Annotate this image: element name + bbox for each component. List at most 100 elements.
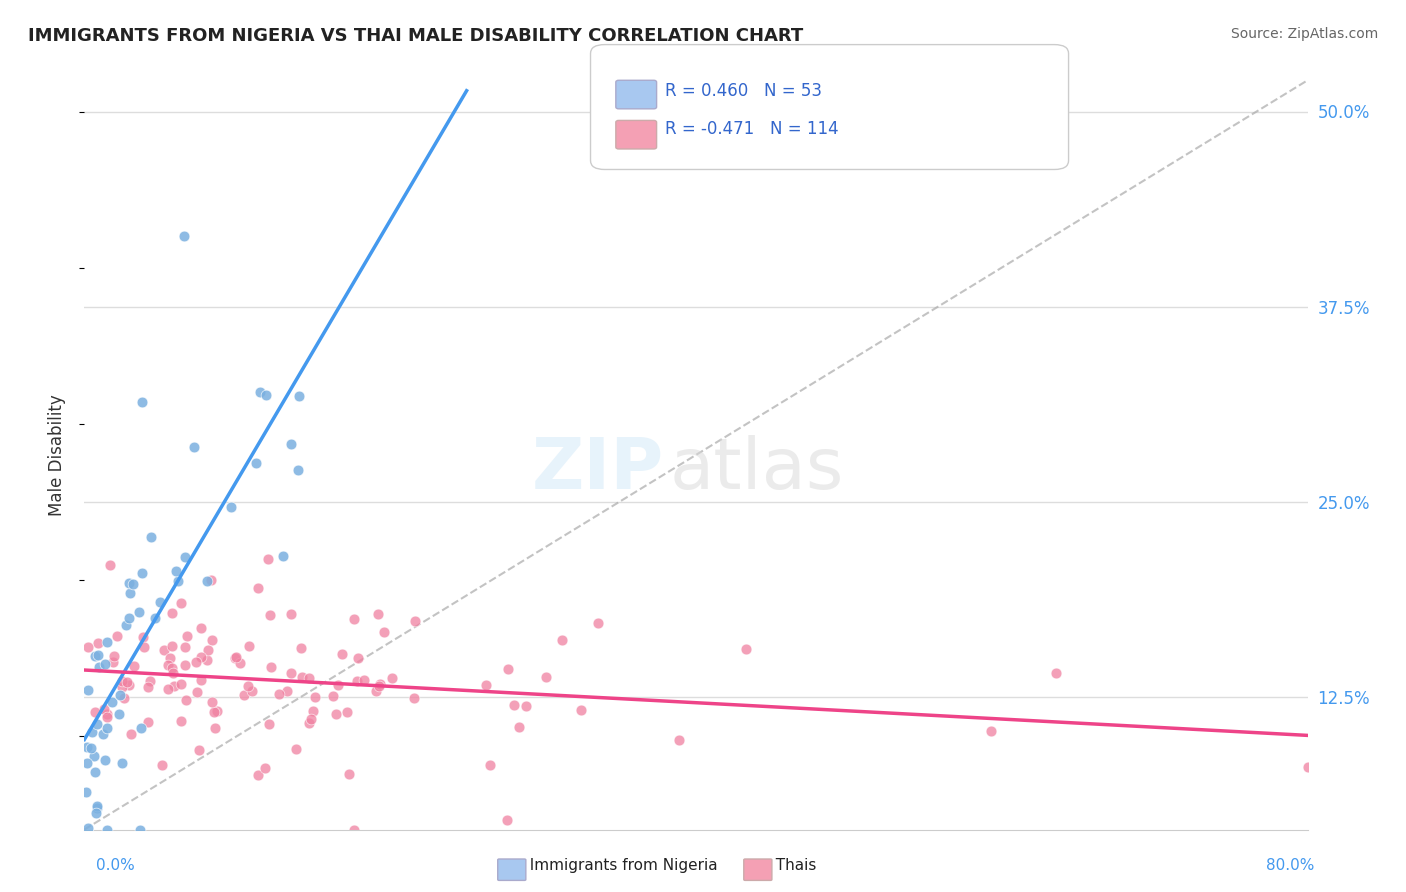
Immigrants from Nigeria	[84, 806, 107, 821]
Text: R = -0.471   N = 114: R = -0.471 N = 114	[665, 120, 838, 138]
Thais	[112, 690, 135, 705]
Immigrants from Nigeria	[96, 822, 118, 837]
Immigrants from Nigeria	[131, 394, 153, 409]
Thais	[202, 705, 225, 719]
Immigrants from Nigeria	[96, 721, 118, 735]
Immigrants from Nigeria	[271, 549, 294, 564]
Thais	[111, 680, 134, 694]
Thais	[980, 724, 1002, 739]
Thais	[280, 607, 302, 621]
Immigrants from Nigeria	[195, 574, 218, 589]
Thais	[105, 629, 128, 643]
Thais	[132, 640, 155, 654]
Immigrants from Nigeria	[86, 801, 108, 815]
Thais	[139, 673, 162, 688]
Thais	[190, 649, 212, 664]
Thais	[120, 726, 142, 740]
Thais	[1045, 665, 1067, 680]
Thais	[190, 621, 212, 635]
Thais	[195, 653, 218, 667]
Thais	[337, 767, 360, 781]
Immigrants from Nigeria	[87, 648, 110, 662]
Text: Immigrants from Nigeria: Immigrants from Nigeria	[520, 858, 718, 872]
Thais	[242, 683, 264, 698]
Thais	[197, 643, 219, 657]
Thais	[285, 742, 308, 756]
Thais	[224, 651, 246, 665]
Immigrants from Nigeria	[121, 576, 143, 591]
Thais	[247, 581, 270, 595]
Thais	[496, 813, 519, 827]
Thais	[238, 639, 260, 653]
Thais	[136, 680, 159, 694]
Thais	[328, 678, 350, 692]
Immigrants from Nigeria	[75, 785, 97, 799]
Thais	[156, 682, 179, 697]
Text: 0.0%: 0.0%	[96, 858, 135, 872]
Immigrants from Nigeria	[129, 822, 152, 837]
Thais	[225, 649, 247, 664]
Immigrants from Nigeria	[82, 725, 104, 739]
Thais	[343, 612, 366, 626]
Thais	[515, 699, 537, 714]
Thais	[346, 651, 368, 665]
Thais	[343, 822, 366, 837]
Thais	[257, 552, 280, 566]
Thais	[201, 695, 224, 709]
Thais	[503, 698, 526, 712]
Immigrants from Nigeria	[280, 436, 302, 450]
Thais	[174, 692, 197, 706]
Immigrants from Nigeria	[254, 388, 277, 402]
Thais	[138, 715, 160, 730]
Immigrants from Nigeria	[86, 717, 108, 731]
Thais	[83, 706, 105, 720]
Thais	[290, 641, 312, 656]
Immigrants from Nigeria	[287, 389, 309, 403]
Immigrants from Nigeria	[110, 756, 132, 771]
Thais	[508, 720, 530, 734]
Immigrants from Nigeria	[173, 229, 195, 244]
Thais	[380, 671, 402, 685]
Immigrants from Nigeria	[87, 660, 110, 674]
Immigrants from Nigeria	[96, 635, 118, 649]
Thais	[200, 573, 222, 587]
Immigrants from Nigeria	[83, 648, 105, 663]
Immigrants from Nigeria	[91, 727, 114, 741]
Thais	[117, 675, 139, 690]
Thais	[187, 743, 209, 757]
Thais	[170, 596, 193, 610]
Immigrants from Nigeria	[108, 707, 131, 722]
Immigrants from Nigeria	[129, 721, 152, 735]
Thais	[103, 649, 125, 664]
Thais	[1296, 760, 1319, 774]
Thais	[173, 640, 195, 654]
Text: R = 0.460   N = 53: R = 0.460 N = 53	[665, 82, 823, 100]
Immigrants from Nigeria	[118, 586, 141, 600]
Text: IMMIGRANTS FROM NIGERIA VS THAI MALE DISABILITY CORRELATION CHART: IMMIGRANTS FROM NIGERIA VS THAI MALE DIS…	[28, 27, 803, 45]
Immigrants from Nigeria	[79, 741, 101, 756]
Thais	[322, 689, 344, 703]
Thais	[101, 655, 124, 669]
Text: Source: ZipAtlas.com: Source: ZipAtlas.com	[1230, 27, 1378, 41]
Thais	[330, 647, 353, 661]
Text: atlas: atlas	[669, 435, 845, 504]
Immigrants from Nigeria	[101, 695, 124, 709]
Thais	[190, 673, 212, 688]
Immigrants from Nigeria	[86, 799, 108, 814]
Thais	[93, 702, 115, 716]
Immigrants from Nigeria	[219, 500, 242, 515]
Thais	[156, 657, 179, 672]
Immigrants from Nigeria	[174, 550, 197, 565]
Thais	[163, 679, 186, 693]
Immigrants from Nigeria	[128, 605, 150, 619]
Thais	[299, 712, 322, 726]
Thais	[298, 671, 321, 685]
Thais	[551, 633, 574, 648]
Thais	[229, 657, 252, 671]
Immigrants from Nigeria	[287, 462, 309, 476]
Thais	[257, 716, 280, 731]
Text: ZIP: ZIP	[531, 435, 664, 504]
Thais	[260, 659, 283, 673]
Thais	[160, 639, 183, 653]
Thais	[368, 677, 391, 691]
